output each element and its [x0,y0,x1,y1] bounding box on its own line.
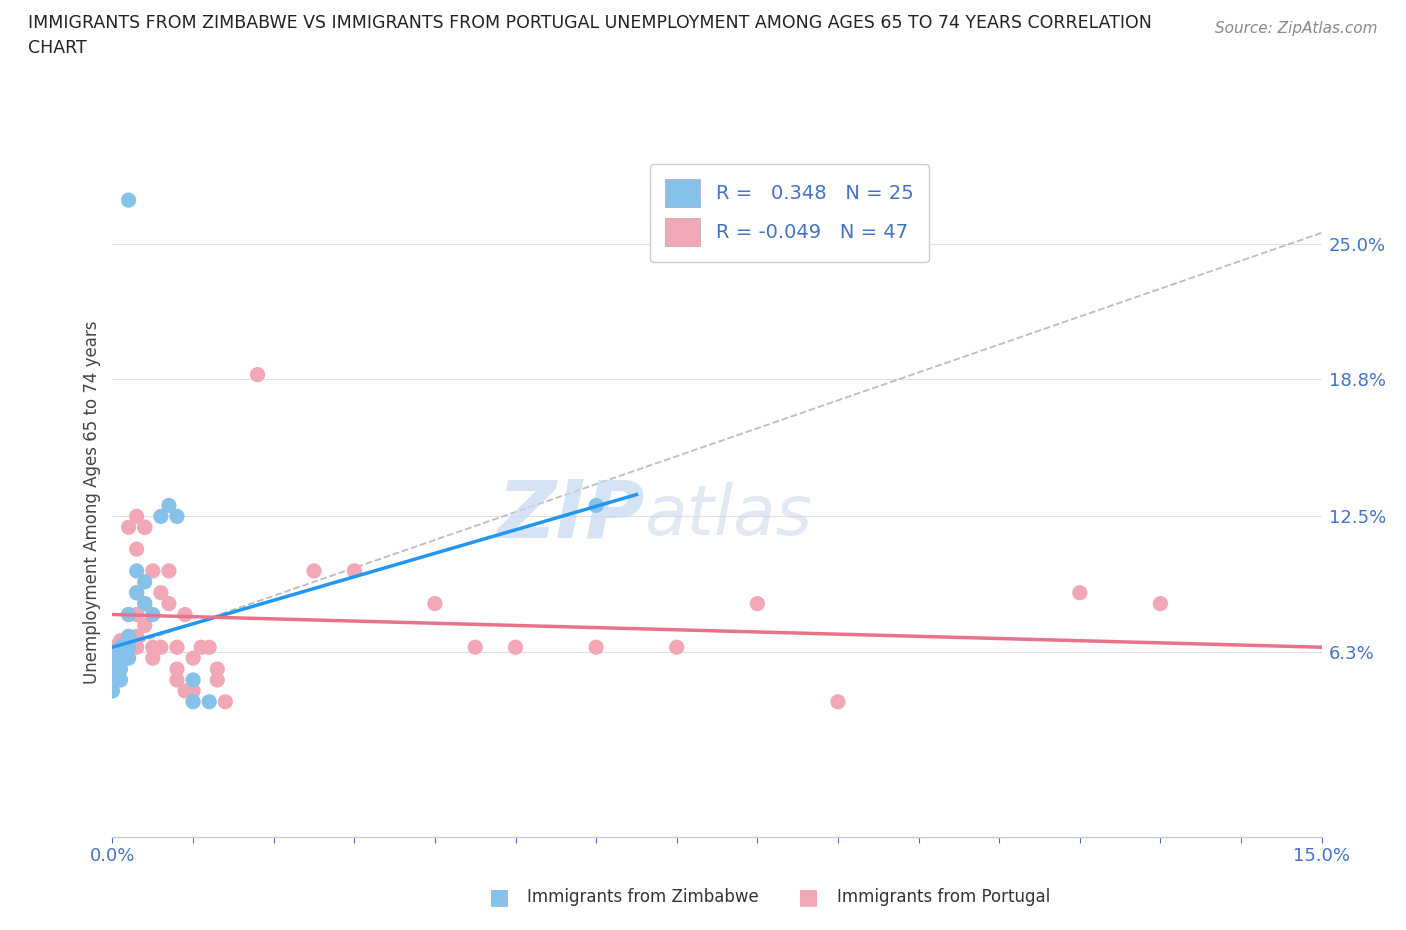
Point [110,651,132,666]
Point [207,672,229,687]
Point [101,672,124,687]
Point [505,640,527,655]
Point [1069,585,1091,600]
Point [157,596,180,611]
Point [166,672,188,687]
Point [149,640,172,655]
Point [134,520,156,535]
Text: Source: ZipAtlas.com: Source: ZipAtlas.com [1215,21,1378,36]
Point [166,640,188,655]
Point [142,651,165,666]
Legend: R =   0.348   N = 25, R = -0.049   N = 47: R = 0.348 N = 25, R = -0.049 N = 47 [650,164,929,261]
Point [117,607,139,622]
Point [101,661,124,676]
Point [198,640,221,655]
Point [190,640,212,655]
Point [101,684,124,698]
Point [125,564,148,578]
Text: atlas: atlas [644,482,813,549]
Point [174,684,197,698]
Point [747,596,769,611]
Text: ZIP: ZIP [498,476,644,554]
Point [246,367,269,382]
Point [125,585,148,600]
Point [134,596,156,611]
Point [117,607,139,622]
Point [125,585,148,600]
Point [134,575,156,590]
Point [343,564,366,578]
Point [125,629,148,644]
Point [101,651,124,666]
Point [134,618,156,633]
Point [181,695,204,710]
Point [110,646,132,661]
Point [423,596,446,611]
Point [149,509,172,524]
Point [117,651,139,666]
Point [101,651,124,666]
Point [142,564,165,578]
Point [117,640,139,655]
Text: ■: ■ [799,887,818,908]
Point [125,509,148,524]
Point [198,695,221,710]
Point [585,498,607,513]
Point [110,661,132,676]
Point [665,640,688,655]
Point [101,640,124,655]
Point [585,640,607,655]
Point [125,640,148,655]
Point [157,564,180,578]
Text: IMMIGRANTS FROM ZIMBABWE VS IMMIGRANTS FROM PORTUGAL UNEMPLOYMENT AMONG AGES 65 : IMMIGRANTS FROM ZIMBABWE VS IMMIGRANTS F… [28,14,1152,32]
Y-axis label: Unemployment Among Ages 65 to 74 years: Unemployment Among Ages 65 to 74 years [83,321,101,684]
Point [181,651,204,666]
Text: Immigrants from Portugal: Immigrants from Portugal [837,888,1050,907]
Point [207,661,229,676]
Point [134,520,156,535]
Point [166,509,188,524]
Point [149,585,172,600]
Point [125,541,148,556]
Point [302,564,325,578]
Text: Immigrants from Zimbabwe: Immigrants from Zimbabwe [527,888,759,907]
Point [464,640,486,655]
Point [827,695,849,710]
Text: ■: ■ [489,887,509,908]
Point [134,596,156,611]
Point [157,498,180,513]
Point [110,633,132,648]
Point [1149,596,1171,611]
Point [117,193,139,207]
Point [142,607,165,622]
Point [142,640,165,655]
Point [214,695,236,710]
Point [174,607,197,622]
Point [117,629,139,644]
Point [181,672,204,687]
Point [110,640,132,655]
Point [181,684,204,698]
Point [110,672,132,687]
Point [117,520,139,535]
Point [166,661,188,676]
Point [125,607,148,622]
Text: CHART: CHART [28,39,87,57]
